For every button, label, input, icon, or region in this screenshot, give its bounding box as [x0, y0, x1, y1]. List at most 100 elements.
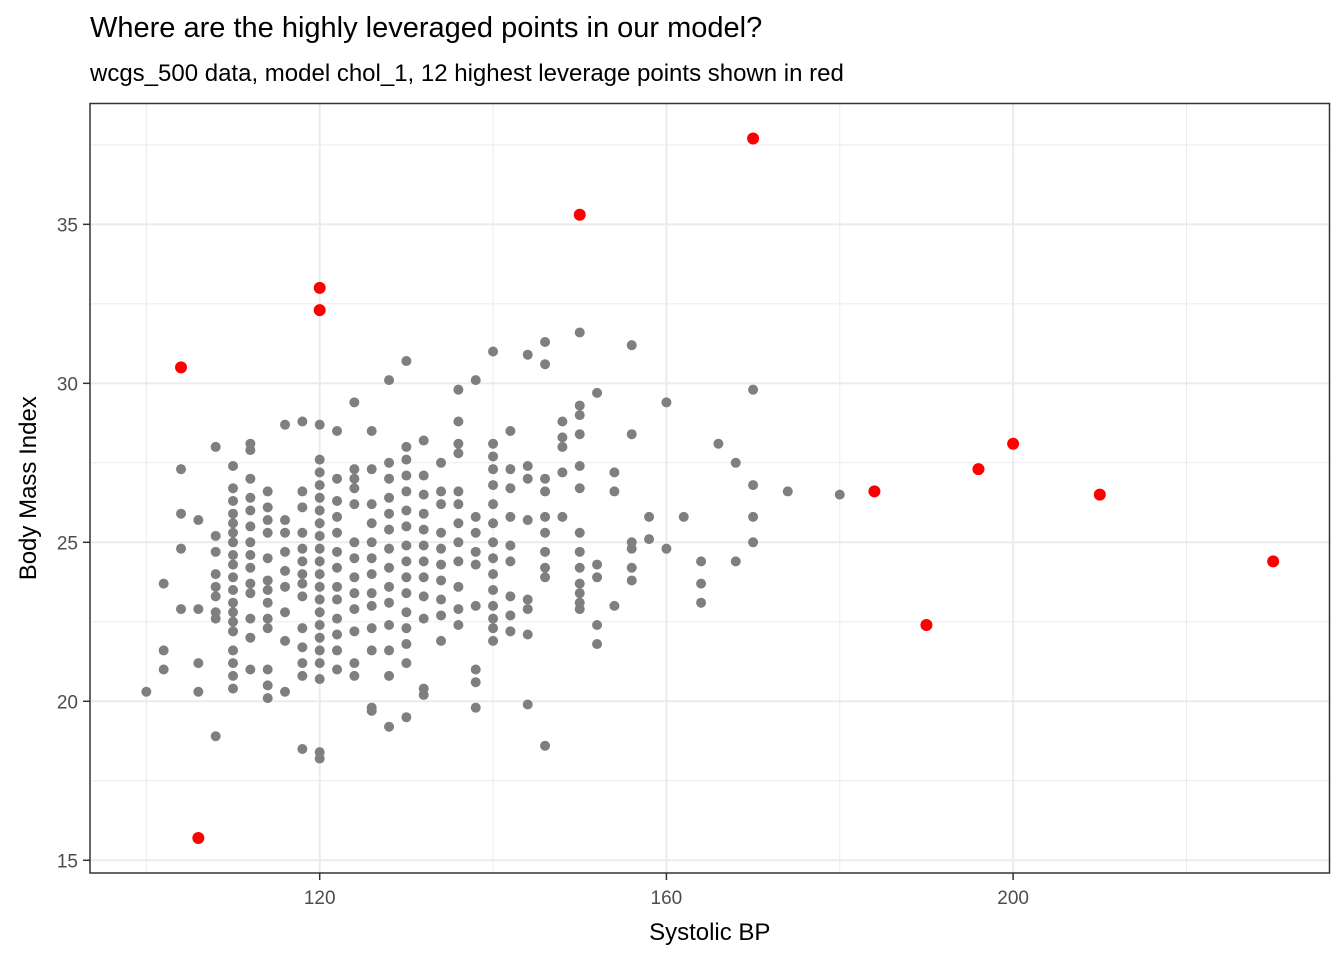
data-point: [488, 451, 499, 462]
data-point: [366, 499, 377, 510]
data-point: [210, 591, 221, 602]
data-point: [193, 686, 204, 697]
data-point: [557, 467, 568, 478]
data-point: [834, 489, 845, 500]
data-point: [505, 626, 516, 637]
data-point: [384, 645, 395, 656]
data-point: [176, 508, 187, 519]
data-point: [436, 457, 447, 468]
data-point: [418, 524, 429, 535]
data-point: [366, 464, 377, 475]
data-point: [453, 448, 464, 459]
x-tick-label: 160: [651, 888, 683, 909]
data-point: [644, 511, 655, 522]
data-point: [228, 537, 239, 548]
data-point: [418, 556, 429, 567]
high-leverage-point: [920, 618, 933, 631]
y-axis-title: Body Mass Index: [15, 396, 42, 580]
data-point: [488, 569, 499, 580]
data-point: [384, 670, 395, 681]
data-point: [280, 419, 291, 430]
data-point: [401, 356, 412, 367]
data-point: [436, 610, 447, 621]
data-point: [314, 543, 325, 554]
data-point: [366, 553, 377, 564]
data-point: [349, 537, 360, 548]
data-point: [540, 740, 551, 751]
data-point: [158, 645, 169, 656]
data-point: [262, 623, 273, 634]
data-point: [332, 562, 343, 573]
data-point: [505, 426, 516, 437]
y-tick-label: 35: [57, 215, 78, 236]
data-point: [228, 483, 239, 494]
data-point: [314, 518, 325, 529]
data-point: [349, 604, 360, 615]
high-leverage-point: [175, 361, 188, 374]
x-axis-title: Systolic BP: [649, 919, 770, 946]
data-point: [557, 416, 568, 427]
data-point: [748, 511, 759, 522]
data-point: [280, 635, 291, 646]
data-point: [574, 597, 585, 608]
data-point: [176, 543, 187, 554]
data-point: [210, 581, 221, 592]
data-point: [228, 645, 239, 656]
data-point: [574, 460, 585, 471]
data-point: [453, 416, 464, 427]
data-point: [366, 426, 377, 437]
data-point: [574, 527, 585, 538]
data-point: [193, 515, 204, 526]
data-point: [678, 511, 689, 522]
data-point: [470, 559, 481, 570]
data-point: [228, 559, 239, 570]
data-point: [488, 464, 499, 475]
data-point: [228, 607, 239, 618]
data-point: [314, 619, 325, 630]
data-point: [297, 527, 308, 538]
data-point: [436, 635, 447, 646]
data-point: [470, 511, 481, 522]
data-point: [401, 607, 412, 618]
data-point: [522, 515, 533, 526]
data-point: [314, 632, 325, 643]
data-point: [245, 521, 256, 532]
data-point: [470, 546, 481, 557]
data-point: [332, 581, 343, 592]
data-point: [245, 550, 256, 561]
data-point: [384, 492, 395, 503]
data-point: [332, 594, 343, 605]
data-point: [540, 572, 551, 583]
data-point: [228, 518, 239, 529]
data-point: [592, 387, 603, 398]
data-point: [453, 619, 464, 630]
data-point: [730, 457, 741, 468]
data-point: [418, 540, 429, 551]
data-point: [488, 346, 499, 357]
data-point: [314, 607, 325, 618]
data-point: [401, 588, 412, 599]
data-point: [488, 537, 499, 548]
data-point: [540, 336, 551, 347]
data-point: [748, 537, 759, 548]
data-point: [210, 731, 221, 742]
data-point: [730, 556, 741, 567]
data-point: [366, 569, 377, 580]
data-point: [453, 438, 464, 449]
data-point: [245, 632, 256, 643]
data-point: [245, 492, 256, 503]
data-point: [522, 699, 533, 710]
data-point: [332, 664, 343, 675]
data-point: [228, 550, 239, 561]
data-point: [228, 626, 239, 637]
data-point: [696, 597, 707, 608]
data-point: [314, 492, 325, 503]
data-point: [505, 591, 516, 602]
data-point: [384, 543, 395, 554]
data-point: [332, 645, 343, 656]
data-point: [470, 600, 481, 611]
data-point: [609, 467, 620, 478]
data-point: [696, 578, 707, 589]
data-point: [401, 712, 412, 723]
data-point: [297, 486, 308, 497]
